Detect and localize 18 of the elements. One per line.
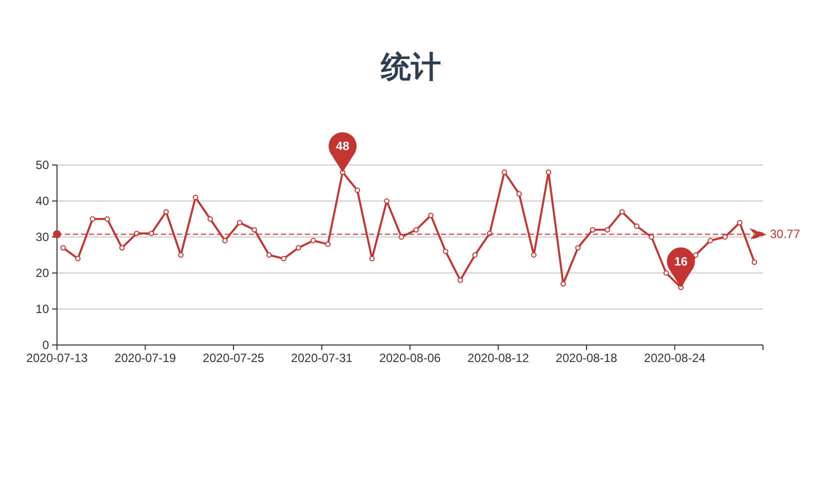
ytick-label: 20 [36,266,49,280]
ytick-label: 30 [36,230,49,244]
xtick-label: 2020-07-31 [291,351,352,365]
xtick-label: 2020-07-19 [114,351,176,365]
xtick-label: 2020-07-13 [26,351,88,365]
ytick-label: 40 [36,194,49,208]
annotation-label: 16 [674,254,688,268]
xtick-label: 2020-08-24 [644,351,706,365]
ytick-label: 10 [36,302,49,316]
xtick-label: 2020-08-18 [556,351,618,365]
ytick-label: 0 [42,338,49,352]
xtick-label: 2020-07-25 [202,351,264,365]
xtick-label: 2020-08-12 [468,351,529,365]
annotation-label: 48 [336,139,350,154]
xtick-label: 2020-08-06 [379,351,441,365]
ref-line-label: 30.77 [770,227,800,242]
title: 统计 [381,51,441,84]
ytick-label: 50 [36,158,49,172]
